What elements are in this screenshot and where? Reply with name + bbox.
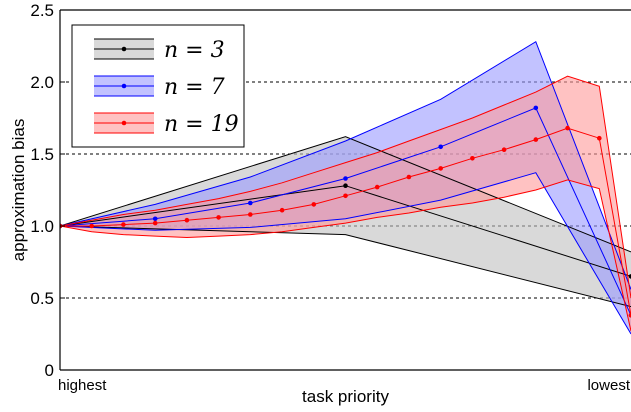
legend-label-series-0: n = 3 [164, 38, 225, 63]
data-point-series-1 [533, 105, 539, 111]
data-point-series-1 [248, 200, 253, 206]
legend-label-series-1: n = 7 [164, 75, 225, 100]
y-tick-label: 2.0 [30, 73, 54, 92]
x-tick-label-highest: highest [58, 377, 107, 394]
legend-marker-series-0 [121, 46, 127, 52]
x-axis-label: task priority [302, 387, 389, 406]
data-point-series-2 [279, 207, 285, 213]
data-point-series-2 [501, 147, 507, 152]
data-point-series-2 [343, 193, 348, 199]
data-point-series-0 [343, 183, 348, 188]
lower-line-series-2 [60, 179, 631, 332]
data-point-series-2 [406, 174, 412, 180]
upper-line-series-2 [60, 75, 631, 299]
data-point-series-2 [311, 202, 317, 207]
data-point-series-0 [628, 274, 631, 279]
y-tick-label: 1.0 [30, 217, 54, 236]
data-point-series-2 [597, 135, 602, 141]
legend-marker-series-2 [121, 120, 127, 126]
x-tick-label-lowest: lowest [587, 377, 630, 394]
upper-line-series-1 [60, 40, 631, 290]
data-point-series-2 [184, 217, 190, 223]
data-point-series-1 [152, 216, 158, 222]
y-tick-label: 0.5 [30, 289, 54, 308]
data-point-series-2 [628, 313, 631, 318]
data-point-series-2 [121, 222, 126, 227]
legend-marker-series-1 [121, 83, 127, 89]
data-point-series-2 [89, 223, 94, 229]
data-point-series-2 [470, 156, 475, 161]
data-point-series-2 [216, 215, 221, 220]
y-tick-label: 1.5 [30, 145, 54, 164]
data-point-series-2 [533, 137, 539, 142]
lower-line-series-1 [60, 172, 631, 335]
data-point-series-2 [374, 184, 380, 190]
y-tick-label: 2.5 [30, 1, 54, 20]
lower-line-series-0 [60, 225, 631, 308]
upper-line-series-0 [60, 136, 631, 253]
data-point-series-2 [438, 166, 444, 171]
data-point-series-1 [343, 176, 348, 181]
data-point-series-2 [152, 220, 158, 226]
band-series-2 [60, 76, 631, 332]
y-tick-label: 0 [45, 361, 54, 380]
data-point-series-1 [438, 144, 444, 150]
data-point-series-2 [565, 125, 570, 131]
y-axis-label: approximation bias [9, 119, 28, 262]
data-point-series-2 [248, 212, 253, 217]
legend-label-series-2: n = 19 [164, 112, 239, 137]
